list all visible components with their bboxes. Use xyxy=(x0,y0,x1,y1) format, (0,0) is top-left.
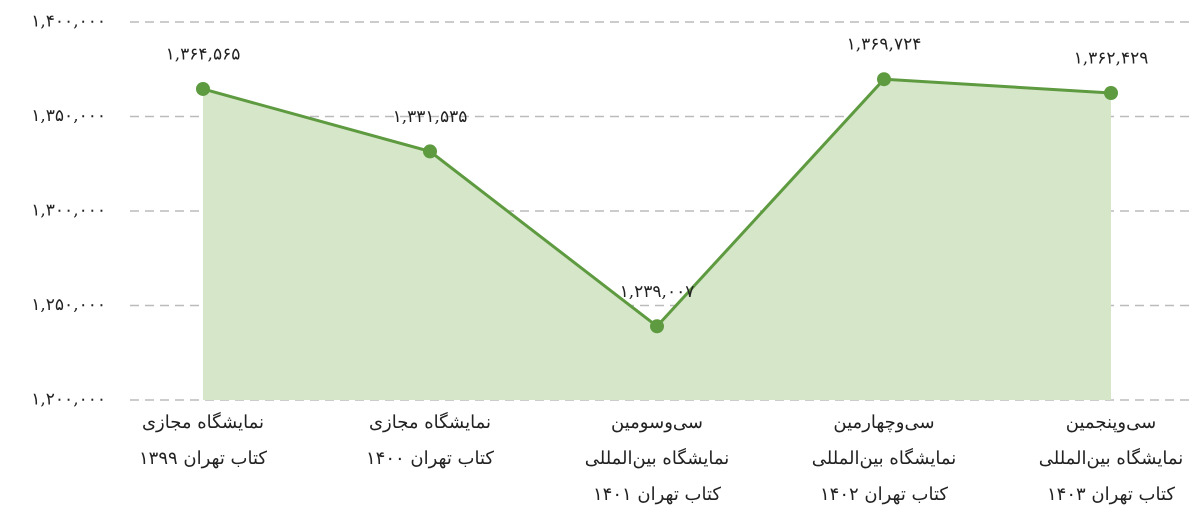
y-tick-label: ۱,۲۰۰,۰۰۰ xyxy=(31,390,106,410)
y-tick-label: ۱,۳۰۰,۰۰۰ xyxy=(31,201,106,221)
x-tick-label: سی‌وچهارمین نمایشگاه بین‌المللی کتاب تهر… xyxy=(811,412,957,505)
x-tick-label: نمایشگاه مجازی کتاب تهران ۱۳۹۹ xyxy=(138,412,267,469)
x-tick-label: سی‌وسومین نمایشگاه بین‌المللی کتاب تهران… xyxy=(584,412,730,505)
y-tick-label: ۱,۲۵۰,۰۰۰ xyxy=(31,295,106,315)
point xyxy=(1104,86,1118,101)
data-label: ۱,۳۶۴,۵۶۵ xyxy=(166,44,241,64)
y-tick-label: ۱,۴۰۰,۰۰۰ xyxy=(31,12,106,32)
data-label: ۱,۳۶۲,۴۲۹ xyxy=(1074,49,1149,69)
x-tick-label: نمایشگاه مجازی کتاب تهران ۱۴۰۰ xyxy=(365,412,494,469)
data-label: ۱,۲۳۹,۰۰۷ xyxy=(620,282,695,302)
area xyxy=(203,79,1111,400)
point xyxy=(650,319,664,334)
x-tick-label: سی‌وپنجمین نمایشگاه بین‌المللی کتاب تهرا… xyxy=(1038,412,1184,505)
y-tick-label: ۱,۳۵۰,۰۰۰ xyxy=(31,106,106,126)
data-label: ۱,۳۳۱,۵۳۵ xyxy=(393,107,468,127)
point xyxy=(423,144,437,159)
data-label: ۱,۳۶۹,۷۲۴ xyxy=(847,35,922,55)
point xyxy=(196,81,210,96)
point xyxy=(877,72,891,87)
